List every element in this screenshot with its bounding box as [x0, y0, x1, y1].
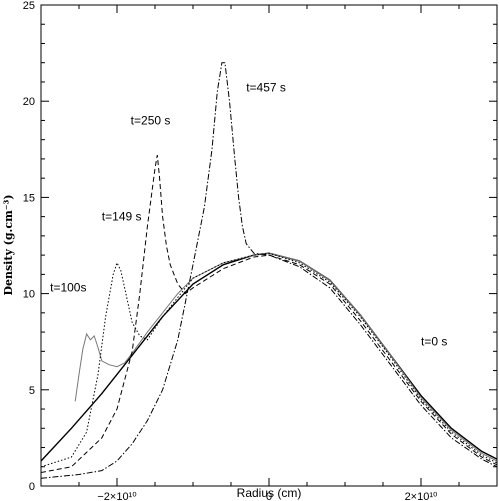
series-line-t-457-s [40, 62, 498, 479]
x-axis-label: Radius (cm) [237, 486, 302, 500]
ticks-layer: −2×10¹⁰ 0 2×10¹⁰ 0 5 10 15 20 25 [23, 0, 498, 501]
annotations-layer: t=100s t=149 s t=250 s t=457 s t=0 s [50, 81, 447, 349]
annotation-2: t=250 s [131, 113, 171, 127]
y-tick-label-1: 5 [29, 385, 35, 397]
series-layer [40, 62, 498, 479]
series-line-t-250-s [40, 155, 498, 473]
y-tick-label-3: 15 [23, 192, 35, 204]
series-line-t-149-s [40, 252, 498, 468]
y-tick-label-2: 10 [23, 289, 35, 301]
y-tick-label-5: 25 [23, 0, 35, 12]
y-tick-label-4: 20 [23, 96, 35, 108]
series-line-t-0-s [40, 252, 498, 462]
series-line-t-100s [74, 252, 498, 462]
y-axis-label: Density (g.cm⁻³) [2, 194, 15, 295]
y-tick-label-0: 0 [29, 481, 35, 493]
annotation-1: t=149 s [102, 209, 142, 223]
x-tick-label-0: −2×10¹⁰ [97, 491, 137, 501]
annotation-3: t=457 s [246, 81, 286, 95]
x-tick-label-1: 0 [266, 491, 272, 501]
annotation-0: t=100s [50, 281, 86, 295]
annotation-4: t=0 s [421, 335, 447, 349]
x-tick-label-2: 2×10¹⁰ [405, 491, 438, 501]
